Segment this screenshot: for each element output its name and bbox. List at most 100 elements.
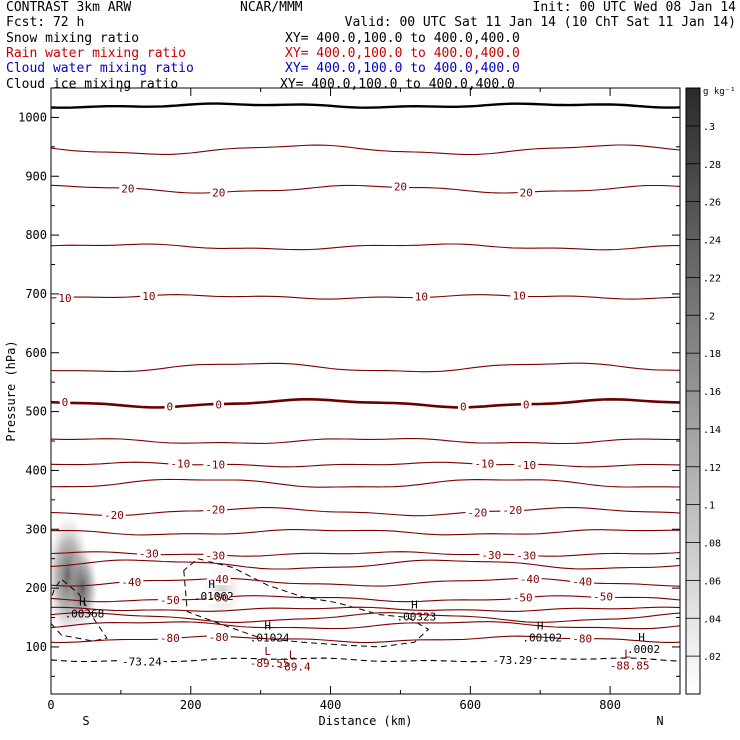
contour-label-bg	[56, 292, 74, 305]
temperature-contour	[51, 184, 680, 194]
contour-label: -40	[572, 576, 592, 589]
colorbar-tick-label: .24	[703, 236, 721, 247]
x-tick-label: 200	[180, 698, 202, 712]
y-tick-label: 100	[25, 640, 47, 654]
contour-label-bg	[412, 290, 431, 303]
extremum-value: .00368	[65, 608, 105, 621]
temperature-contour	[51, 461, 680, 468]
contour-label-bg	[119, 182, 137, 195]
contour-label: -30	[205, 549, 225, 562]
cloud-ice-contour-2	[183, 558, 430, 648]
contour-label: 20	[212, 186, 225, 199]
high-marker: H	[208, 578, 215, 591]
contour-label-bg	[490, 653, 535, 666]
contour-label: -20	[104, 509, 124, 522]
contour-label: -10	[170, 458, 190, 471]
contour-label: 10	[415, 291, 428, 304]
contour-label: 0	[460, 401, 467, 414]
colorbar-tick-label: .14	[703, 425, 721, 436]
contour-label: 20	[121, 183, 134, 196]
contour-label-bg	[517, 186, 535, 199]
contour-label: 20	[394, 181, 407, 194]
field-xy-cloud-water: XY= 400.0,100.0 to 400.0,400.0	[285, 61, 520, 76]
low-marker: L	[264, 645, 271, 658]
colorbar-tick-label: .06	[703, 576, 721, 587]
colorbar-tick-label: .18	[703, 349, 721, 360]
temperature-contour	[51, 397, 680, 409]
contour-label: 0	[523, 399, 530, 412]
contour-label-bg	[203, 458, 228, 471]
contour-label: -80	[160, 632, 180, 645]
y-tick-label: 1000	[18, 110, 47, 124]
contour-label-bg	[570, 632, 595, 645]
extremum-value: -88.85	[610, 660, 650, 673]
low-marker: L	[624, 648, 631, 661]
contour-label: -10	[474, 458, 494, 471]
contour-label: -30	[516, 549, 536, 562]
colorbar-units: g kg⁻¹	[703, 87, 736, 97]
contour-label-bg	[210, 186, 228, 199]
temperature-contour	[51, 438, 680, 445]
org-label: NCAR/MMM	[240, 0, 303, 15]
contour-label-bg	[120, 655, 164, 668]
x-tick-label: 800	[599, 698, 621, 712]
colorbar-tick-label: .2	[703, 311, 715, 322]
temperature-contour	[51, 362, 680, 373]
high-marker: H	[79, 596, 86, 609]
contour-label: -20	[205, 504, 225, 517]
contour-label: -73.24	[122, 655, 162, 668]
temperature-contour	[51, 529, 680, 536]
temperature-contour	[51, 606, 680, 612]
contour-label-bg	[157, 593, 182, 606]
colorbar-tick-label: .1	[703, 501, 715, 512]
field-xy-rain: XY= 400.0,100.0 to 400.0,400.0	[285, 46, 520, 61]
colorbar-tick-label: .08	[703, 539, 721, 550]
contour-label: -30	[139, 548, 159, 561]
colorbar-tick-label: .26	[703, 198, 721, 209]
extremum-value: -89.4	[278, 661, 311, 674]
contour-label: 10	[142, 290, 155, 303]
contour-label: -80	[209, 631, 229, 644]
contour-label: 20	[520, 186, 533, 199]
contour-label-bg	[520, 398, 532, 411]
contour-label: -40	[520, 573, 540, 586]
contour-label-bg	[510, 289, 528, 302]
y-tick-label: 800	[25, 228, 47, 242]
left-endpoint-label: S	[82, 714, 89, 728]
right-endpoint-label: N	[656, 714, 663, 728]
contour-label-bg	[500, 504, 525, 517]
temperature-contour	[51, 243, 680, 251]
contour-label-bg	[391, 180, 410, 193]
y-tick-label: 300	[25, 522, 47, 536]
contour-label: -50	[209, 592, 229, 605]
y-axis-title: Pressure (hPa)	[4, 340, 18, 441]
temperature-contour	[51, 559, 680, 570]
colorbar-tick-label: .04	[703, 614, 721, 625]
contour-label-bg	[140, 289, 158, 302]
contour-label: -40	[121, 576, 141, 589]
contour-label-bg	[119, 576, 144, 589]
field-xy-snow: XY= 400.0,100.0 to 400.0,400.0	[285, 31, 520, 46]
extremum-value: .0002	[627, 643, 660, 656]
field-label-cloud-water: Cloud water mixing ratio	[6, 61, 194, 76]
init-time: Init: 00 UTC Wed 08 Jan 14	[532, 0, 737, 15]
contour-label-bg	[570, 575, 595, 588]
extremum-value: .00102	[522, 631, 562, 644]
plot-frame	[50, 87, 681, 695]
contour-label-bg	[458, 400, 469, 413]
contour-label: -50	[513, 592, 533, 605]
temperature-contour	[51, 102, 680, 109]
y-tick-label: 700	[25, 287, 47, 301]
contour-label: 10	[513, 290, 526, 303]
contour-label: 0	[215, 399, 222, 412]
contour-label: 0	[166, 401, 173, 414]
temperature-contour	[51, 144, 680, 156]
extremum-value: -89.55	[250, 657, 290, 670]
contour-label: -50	[593, 591, 613, 604]
x-tick-label: 600	[459, 698, 481, 712]
colorbar-tick-label: .16	[703, 387, 721, 398]
high-marker: H	[264, 619, 271, 632]
temperature-contour	[51, 612, 680, 623]
temperature-contour	[51, 478, 680, 488]
